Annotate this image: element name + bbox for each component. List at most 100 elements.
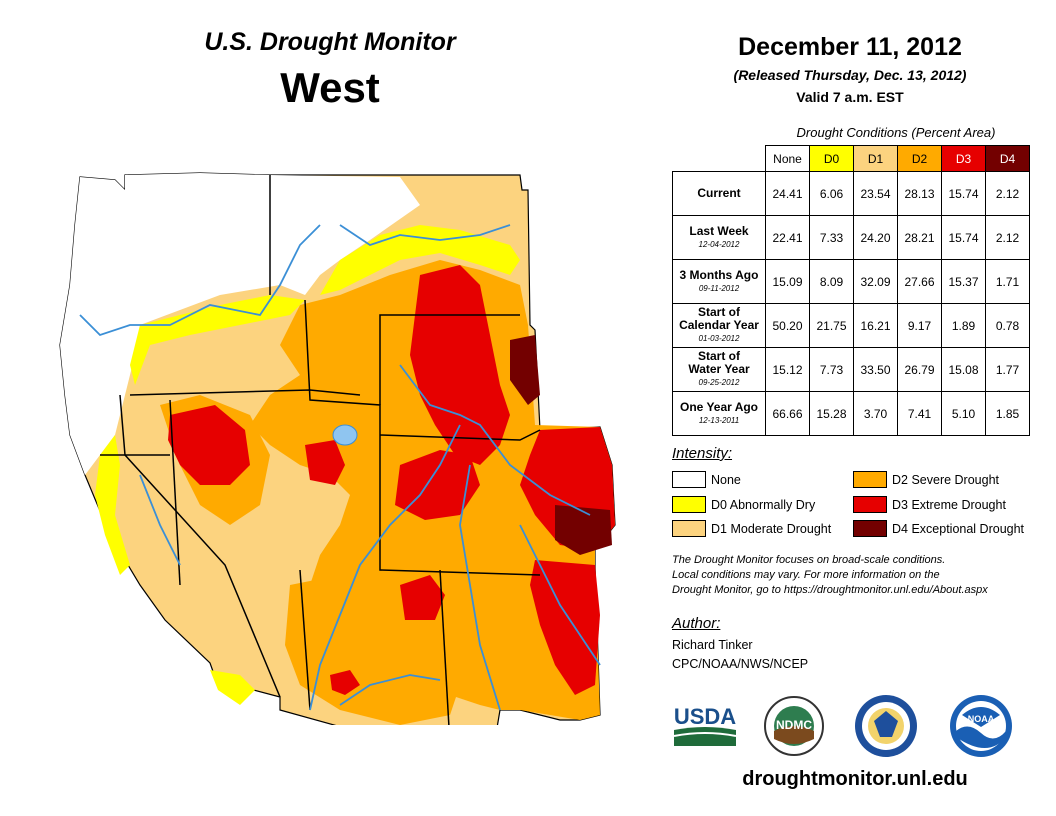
drought-map (59, 172, 616, 725)
table-cell: 15.08 (941, 347, 986, 392)
noaa-logo: NOAA (950, 695, 1012, 757)
note-line: Drought Monitor, go to https://droughtmo… (672, 584, 988, 596)
legend-swatch (853, 520, 887, 537)
table-row: Start of Calendar Year 01-03-2012 50.20 21… (672, 303, 1030, 348)
table-cell: 50.20 (765, 303, 810, 348)
table-cell: 32.09 (853, 259, 898, 304)
table-cell: 26.79 (897, 347, 942, 392)
table-cell: 15.12 (765, 347, 810, 392)
legend-label: D4 Exceptional Drought (892, 522, 1025, 536)
none-area-northwest (60, 173, 420, 475)
table-cell: 7.73 (809, 347, 854, 392)
table-cell: 5.10 (941, 391, 986, 436)
col-header-d3: D3 (941, 145, 986, 172)
legend-label: D0 Abnormally Dry (711, 498, 816, 512)
table-cell: 15.74 (941, 171, 986, 216)
legend-label: None (711, 473, 741, 487)
row-label: Start of Water Year 09-25-2012 (672, 347, 766, 392)
legend-swatch (672, 520, 706, 537)
row-label: 3 Months Ago 09-11-2012 (672, 259, 766, 304)
legend-swatch (672, 471, 706, 488)
table-cell: 24.20 (853, 215, 898, 260)
table-row: One Year Ago 12-13-2011 66.66 15.28 3.70 … (672, 391, 1030, 436)
row-label: Current (672, 171, 766, 216)
d0-band-north (320, 225, 520, 295)
table-cell: 22.41 (765, 215, 810, 260)
table-row: Last Week 12-04-2012 22.41 7.33 24.20 28.… (672, 215, 1030, 260)
release-date: (Released Thursday, Dec. 13, 2012) (733, 67, 967, 83)
commerce-seal (855, 695, 917, 757)
d0-southern-california (210, 670, 255, 705)
col-header-none: None (765, 145, 810, 172)
table-cell: 66.66 (765, 391, 810, 436)
d3-area-colorado (395, 450, 480, 520)
note-line: The Drought Monitor focuses on broad-sca… (672, 554, 946, 566)
ndmc-logo: NDMC (764, 696, 824, 756)
table-header-row: None D0 D1 D2 D3 D4 (673, 145, 1030, 172)
d3-area-new-mexico (400, 575, 445, 620)
table-cell: 1.77 (985, 347, 1030, 392)
table-cell: 1.89 (941, 303, 986, 348)
table-cell: 33.50 (853, 347, 898, 392)
table-cell: 9.17 (897, 303, 942, 348)
table-cell: 0.78 (985, 303, 1030, 348)
author-name: Richard Tinker (672, 638, 753, 652)
table-cell: 27.66 (897, 259, 942, 304)
legend-title: Intensity: (672, 445, 733, 462)
table-cell: 15.28 (809, 391, 854, 436)
d3-area-oklahoma (530, 560, 600, 695)
legend-swatch (853, 471, 887, 488)
table-cell: 15.74 (941, 215, 986, 260)
col-header-d0: D0 (809, 145, 854, 172)
state-borders (100, 175, 541, 725)
row-label: Start of Calendar Year 01-03-2012 (672, 303, 766, 348)
table-row: 3 Months Ago 09-11-2012 15.09 8.09 32.09 … (672, 259, 1030, 304)
map-title: U.S. Drought Monitor (204, 28, 456, 56)
map-date: December 11, 2012 (738, 33, 962, 61)
website-url[interactable]: droughtmonitor.unl.edu (742, 768, 968, 790)
table-cell: 1.85 (985, 391, 1030, 436)
row-label: One Year Ago 12-13-2011 (672, 391, 766, 436)
table-cell: 28.21 (897, 215, 942, 260)
table-cell: 15.09 (765, 259, 810, 304)
table-cell: 1.71 (985, 259, 1030, 304)
d3-area-nevada (168, 405, 250, 485)
row-label: Last Week 12-04-2012 (672, 215, 766, 260)
region-title: West (280, 64, 380, 111)
legend-swatch (672, 496, 706, 513)
table-cell: 7.33 (809, 215, 854, 260)
legend-label: D1 Moderate Drought (711, 522, 832, 536)
col-header-d2: D2 (897, 145, 942, 172)
table-row: Start of Water Year 09-25-2012 15.12 7.73 … (672, 347, 1030, 392)
rivers (79, 224, 601, 711)
legend-label: D2 Severe Drought (892, 473, 1000, 487)
d0-coast-california (95, 435, 130, 575)
col-header-d1: D1 (853, 145, 898, 172)
d4-area-kansas (555, 505, 612, 555)
disclaimer-note: The Drought Monitor focuses on broad-sca… (672, 553, 1042, 598)
table-cell: 15.37 (941, 259, 986, 304)
legend-swatch (853, 496, 887, 513)
usda-logo-text: USDA (674, 704, 736, 729)
usda-logo: USDA (673, 704, 736, 746)
table-cell: 8.09 (809, 259, 854, 304)
table-cell: 7.41 (897, 391, 942, 436)
d4-area-south-dakota (510, 335, 540, 405)
legend-label: D3 Extreme Drought (892, 498, 1006, 512)
d3-area-utah (305, 440, 345, 485)
table-cell: 16.21 (853, 303, 898, 348)
table-cell: 2.12 (985, 215, 1030, 260)
ndmc-logo-text: NDMC (776, 718, 812, 732)
d0-band-oregon (130, 295, 305, 385)
col-header-d4: D4 (985, 145, 1030, 172)
table-cell: 24.41 (765, 171, 810, 216)
table-cell: 2.12 (985, 171, 1030, 216)
drought-conditions-table: None D0 D1 D2 D3 D4 Current 24.41 6.06 2… (672, 145, 1030, 436)
table-cell: 23.54 (853, 171, 898, 216)
table-cell: 3.70 (853, 391, 898, 436)
note-line: Local conditions may vary. For more info… (672, 569, 940, 581)
author-org: CPC/NOAA/NWS/NCEP (672, 657, 809, 671)
table-cell: 21.75 (809, 303, 854, 348)
d3-area-arizona-small (330, 670, 360, 695)
table-cell: 28.13 (897, 171, 942, 216)
